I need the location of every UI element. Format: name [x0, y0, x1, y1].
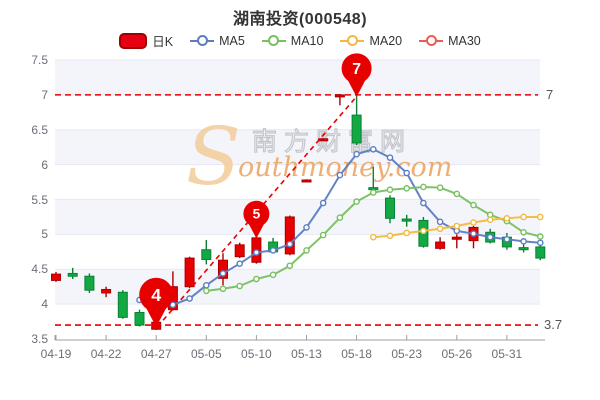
legend: 日K MA5 MA10 MA20 MA30 — [0, 31, 600, 50]
candle — [385, 197, 395, 219]
x-axis-label-05-13: 05-13 — [291, 347, 322, 361]
candle — [284, 216, 295, 255]
x-axis-label-04-27: 04-27 — [140, 347, 172, 361]
y-axis-label-4: 4 — [41, 297, 48, 312]
candle — [234, 244, 245, 258]
page-title: 湖南投资(000548) — [232, 11, 368, 28]
ma5-line-marker-icon — [190, 35, 215, 46]
candle — [101, 288, 112, 294]
x-axis-label-05-26: 05-26 — [441, 347, 473, 361]
ma30-line-marker-icon — [419, 35, 444, 46]
x-axis-label-05-05: 05-05 — [190, 347, 222, 361]
legend-item-MA10[interactable]: MA10 — [261, 33, 324, 48]
legend-item-日K[interactable]: 日K — [119, 31, 173, 50]
candle — [84, 275, 95, 291]
x-axis-label-05-31: 05-31 — [491, 347, 523, 361]
daily-k-swatch-icon — [119, 32, 148, 49]
legend-item-MA30[interactable]: MA30 — [419, 34, 481, 48]
candle — [451, 236, 462, 240]
candle — [51, 273, 61, 281]
plot-band — [55, 199, 540, 235]
x-axis-label-04-22: 04-22 — [90, 347, 122, 361]
hline-upper-label: 7 — [546, 87, 554, 102]
plot-band — [55, 60, 540, 95]
y-axis-label-5.5: 5.5 — [31, 192, 48, 207]
candle — [67, 272, 78, 277]
marker-balloon-4: 4 — [139, 277, 174, 328]
y-axis-label-6: 6 — [41, 157, 48, 172]
legend-label: MA10 — [290, 33, 324, 48]
x-axis-label-05-10: 05-10 — [241, 347, 272, 361]
watermark-logo-s: S — [186, 110, 241, 203]
y-axis-label-6.5: 6.5 — [31, 122, 48, 137]
candle — [134, 311, 145, 326]
y-axis-label-7.5: 7.5 — [31, 53, 48, 67]
hline-lower-label: 3.7 — [544, 317, 563, 332]
candle — [184, 257, 195, 288]
ma10-line-marker-icon — [261, 35, 286, 46]
marker-balloon-5: 5 — [243, 200, 270, 239]
legend-label: MA20 — [369, 33, 403, 48]
candle — [535, 246, 546, 259]
candle — [334, 94, 345, 98]
marker-balloon-7: 7 — [341, 53, 372, 97]
legend-label: 日K — [152, 35, 174, 49]
candle — [435, 241, 446, 249]
legend-label: MA5 — [219, 33, 245, 48]
candle — [351, 114, 362, 144]
candle — [401, 218, 412, 222]
svg-text:5: 5 — [253, 207, 261, 222]
x-axis-label-04-19: 04-19 — [40, 347, 72, 361]
legend-item-MA5[interactable]: MA5 — [190, 34, 245, 48]
candle — [301, 179, 312, 183]
plot-band — [55, 269, 540, 305]
candle — [518, 247, 529, 251]
y-axis-label-5: 5 — [41, 227, 48, 242]
y-axis-label-7: 7 — [41, 87, 48, 102]
ma20-line-marker-icon — [340, 35, 365, 46]
candle — [117, 291, 128, 318]
svg-text:4: 4 — [151, 285, 161, 305]
candle — [318, 138, 329, 142]
y-axis-label-3.5: 3.5 — [31, 332, 48, 346]
svg-text:7: 7 — [352, 61, 361, 78]
x-axis-label-05-18: 05-18 — [341, 347, 372, 361]
legend-label: MA30 — [448, 33, 481, 48]
legend-item-MA20[interactable]: MA20 — [340, 34, 402, 48]
x-axis-label-05-23: 05-23 — [391, 347, 423, 361]
y-axis-label-4.5: 4.5 — [31, 262, 48, 277]
candle — [218, 259, 228, 279]
candle — [201, 249, 212, 260]
plot-band — [55, 129, 540, 165]
